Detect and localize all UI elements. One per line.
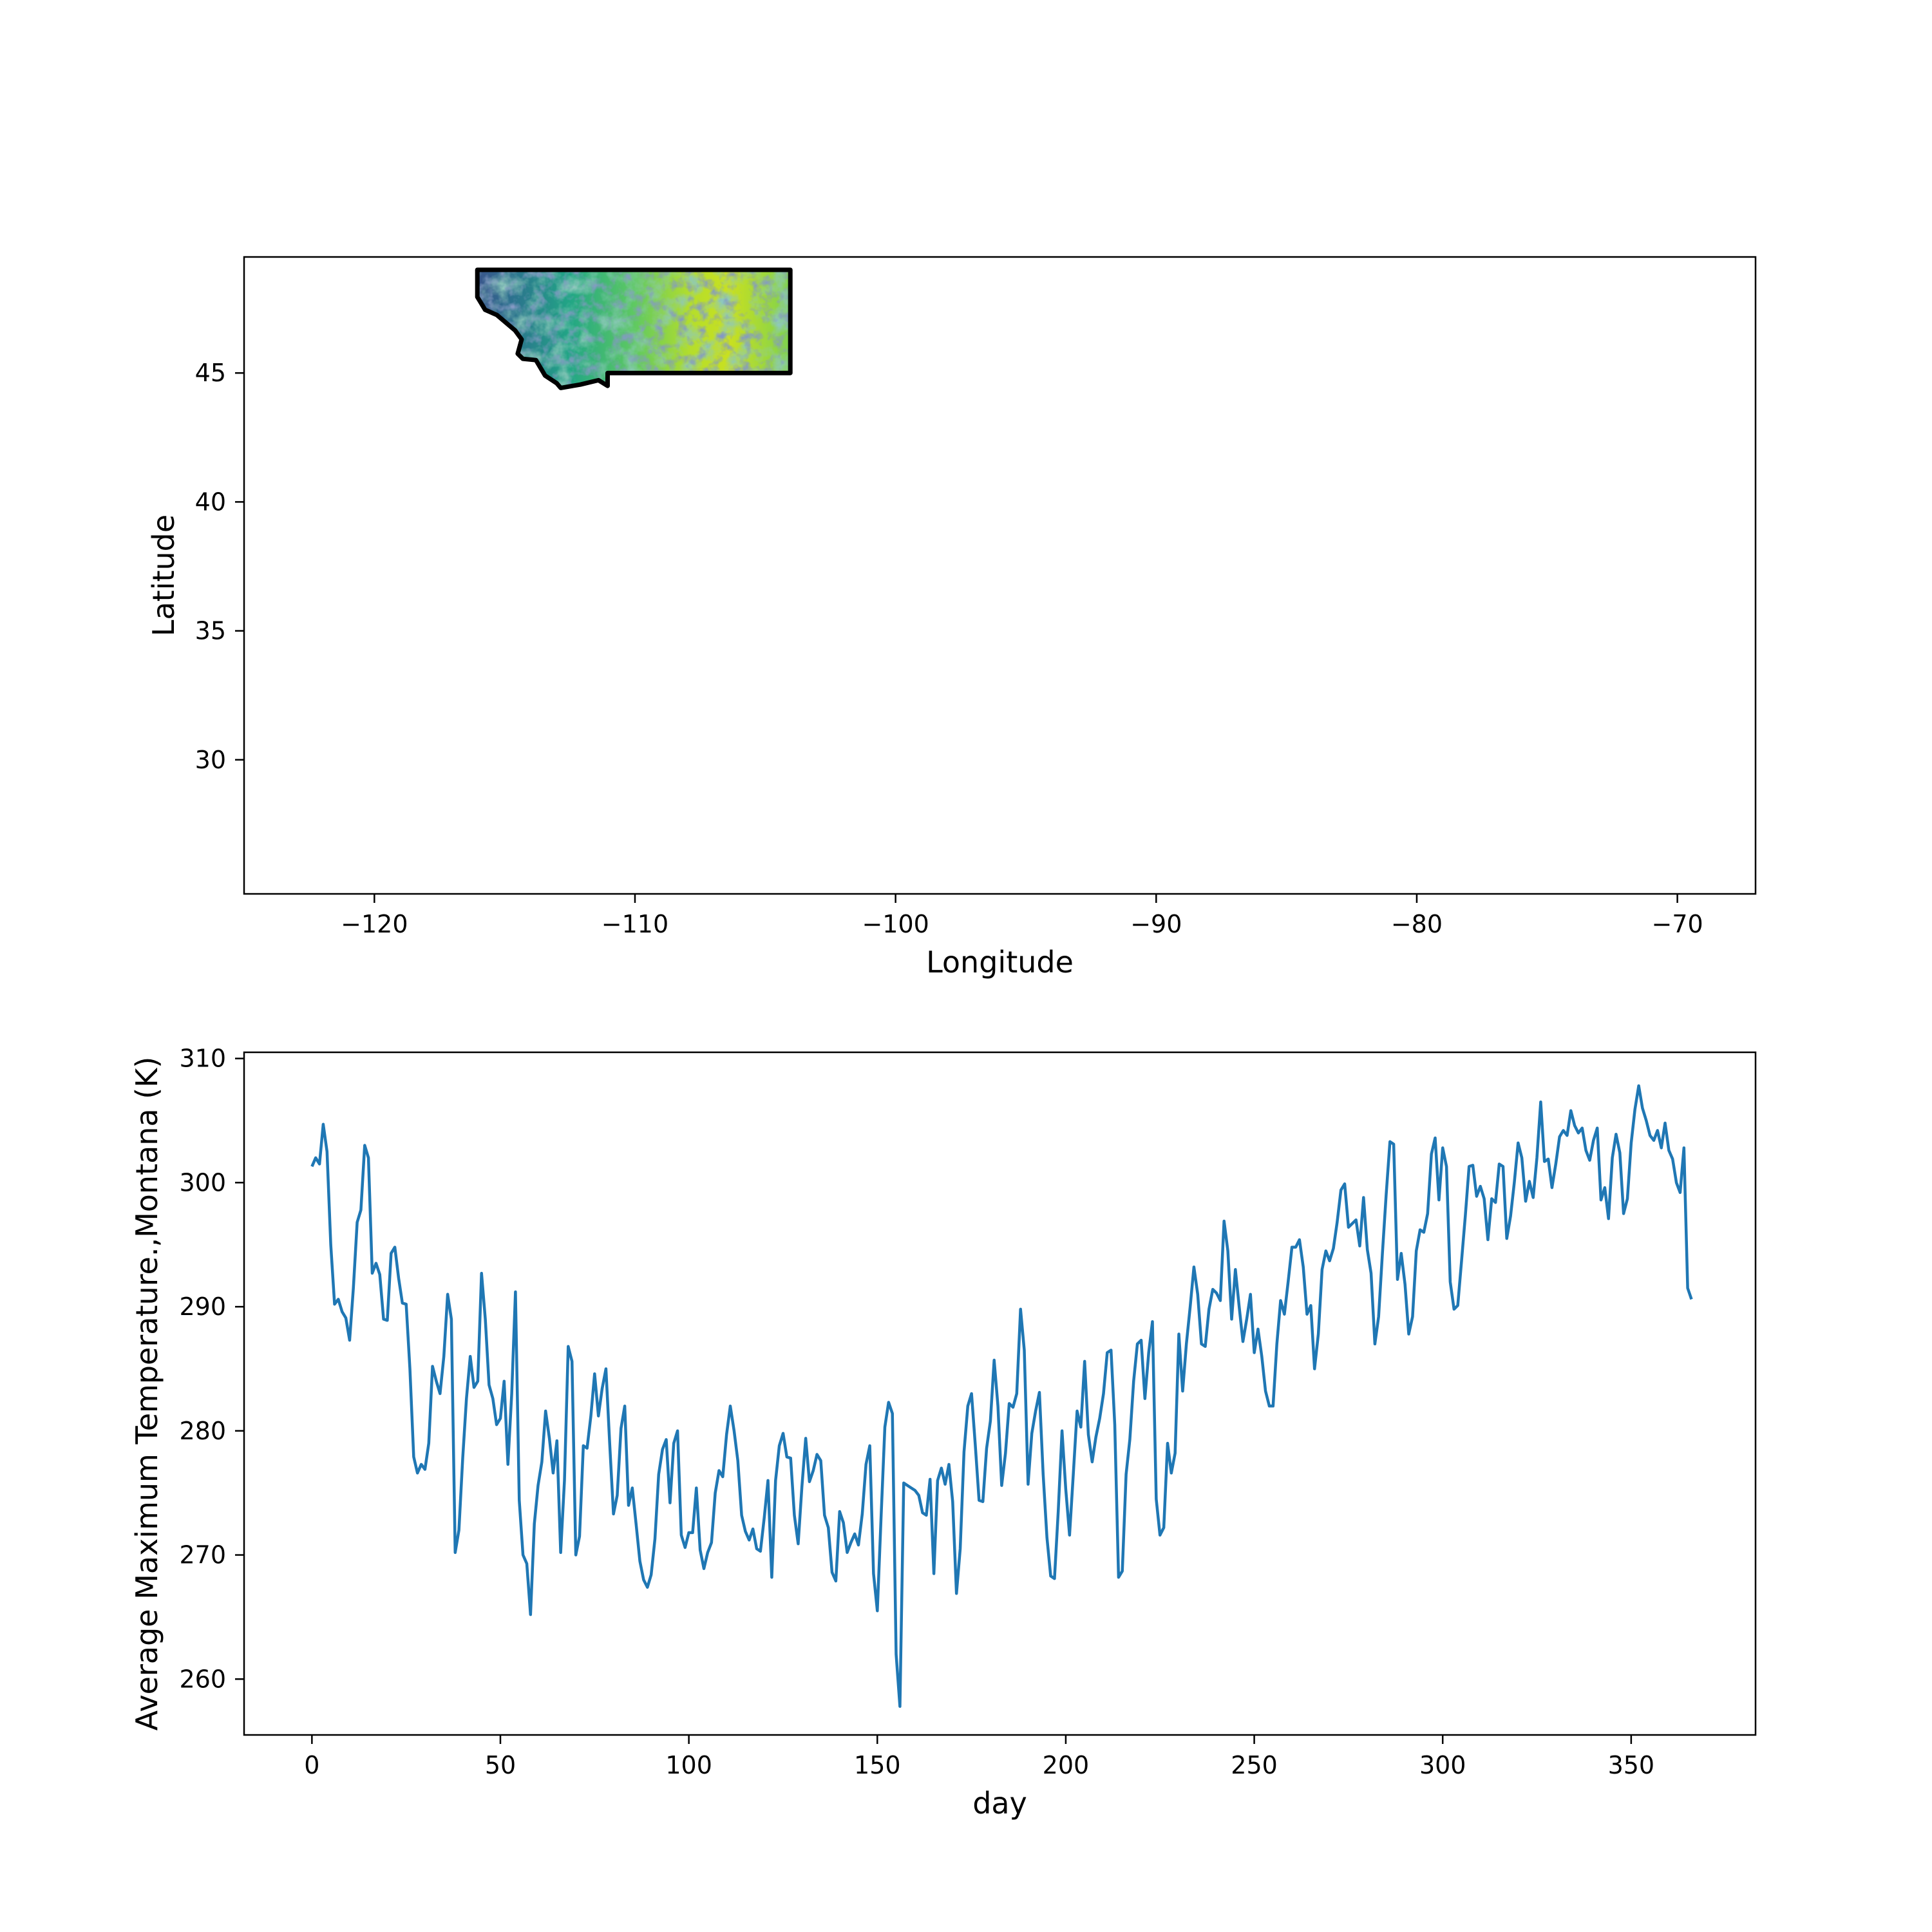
map-panel: −120 −110 −100 −90 −80 −70 30 35 40 45 Longitude… bbox=[146, 256, 1757, 980]
map-axes-frame bbox=[243, 256, 1757, 895]
line-y-tick-label: 270 bbox=[179, 1541, 226, 1569]
map-x-tick-label: −110 bbox=[601, 910, 668, 938]
line-x-axis-label: day bbox=[972, 1786, 1027, 1821]
line-x-axis: 0 50 100 150 200 250 300 350 bbox=[304, 1735, 1654, 1779]
map-x-axis: −120 −110 −100 −90 −80 −70 bbox=[341, 894, 1703, 938]
line-y-tick-label: 260 bbox=[179, 1665, 226, 1693]
line-x-tick-label: 250 bbox=[1231, 1751, 1278, 1779]
line-x-tick-label: 0 bbox=[304, 1751, 319, 1779]
map-y-axis-label: Latitude bbox=[146, 515, 181, 636]
line-panel: 0 50 100 150 200 250 300 350 260 270 280 290 300 310… bbox=[129, 1045, 1757, 1821]
map-x-tick-label: −90 bbox=[1130, 910, 1182, 938]
map-y-tick-label: 35 bbox=[195, 617, 226, 645]
map-x-tick-label: −70 bbox=[1652, 910, 1703, 938]
map-x-tick-label: −120 bbox=[341, 910, 408, 938]
map-y-tick-label: 40 bbox=[195, 488, 226, 516]
line-y-tick-label: 290 bbox=[179, 1293, 226, 1321]
map-x-tick-label: −80 bbox=[1391, 910, 1443, 938]
line-y-tick-label: 310 bbox=[179, 1045, 226, 1073]
line-y-axis-label: Average Maximum Temperature.,Montana (K) bbox=[129, 1057, 164, 1731]
temperature-series-line bbox=[310, 1084, 1693, 1708]
line-x-tick-label: 50 bbox=[485, 1751, 516, 1779]
montana-heatmap bbox=[477, 270, 791, 388]
line-axes-frame bbox=[243, 1051, 1757, 1736]
line-y-tick-label: 300 bbox=[179, 1168, 226, 1197]
line-x-tick-label: 350 bbox=[1608, 1751, 1655, 1779]
map-x-tick-label: −100 bbox=[862, 910, 929, 938]
line-x-tick-label: 300 bbox=[1419, 1751, 1466, 1779]
map-y-axis: 30 35 40 45 bbox=[195, 359, 244, 774]
map-y-tick-label: 30 bbox=[195, 746, 226, 774]
line-x-tick-label: 100 bbox=[665, 1751, 712, 1779]
line-y-axis: 260 270 280 290 300 310 bbox=[179, 1045, 244, 1693]
line-x-tick-label: 150 bbox=[854, 1751, 901, 1779]
map-x-axis-label: Longitude bbox=[926, 945, 1074, 980]
montana-outline bbox=[475, 267, 793, 390]
map-y-tick-label: 45 bbox=[195, 359, 226, 387]
line-y-tick-label: 280 bbox=[179, 1417, 226, 1445]
line-x-tick-label: 200 bbox=[1043, 1751, 1090, 1779]
